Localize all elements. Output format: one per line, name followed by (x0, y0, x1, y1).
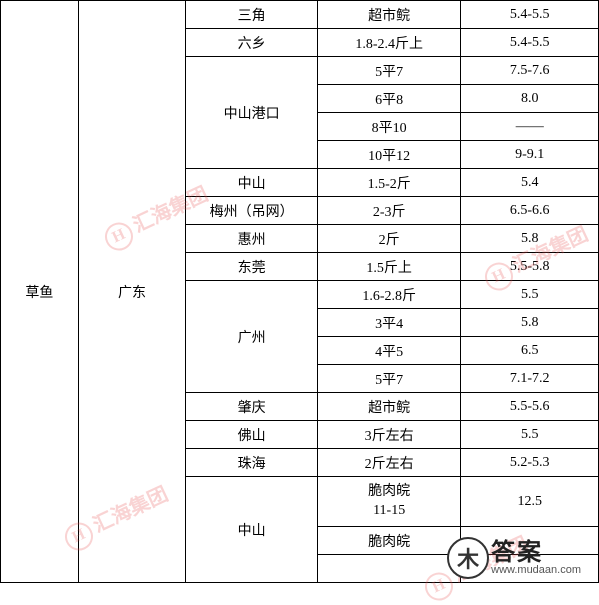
price-cell: 12.5 (461, 477, 599, 527)
province-cell: 广东 (78, 1, 186, 583)
price-cell (461, 555, 599, 583)
spec-cell: 1.6-2.8斤 (317, 281, 461, 309)
spec-cell: 3斤左右 (317, 421, 461, 449)
spec-cell: 10平12 (317, 141, 461, 169)
spec-cell: 2斤 (317, 225, 461, 253)
price-cell: 9-9.1 (461, 141, 599, 169)
price-cell: 5.4-5.5 (461, 1, 599, 29)
city-cell: 惠州 (186, 225, 318, 253)
price-cell: 5.5-5.6 (461, 393, 599, 421)
city-cell: 中山 (186, 477, 318, 583)
spec-cell: 4平5 (317, 337, 461, 365)
spec-cell: 5平7 (317, 365, 461, 393)
price-cell: 6.5 (461, 337, 599, 365)
category-cell: 草鱼 (1, 1, 79, 583)
spec-cell: 3平4 (317, 309, 461, 337)
price-cell: 5.5-5.8 (461, 253, 599, 281)
price-cell: 5.8 (461, 309, 599, 337)
price-cell: 7.5-7.6 (461, 57, 599, 85)
price-cell: 5.8 (461, 225, 599, 253)
city-cell: 肇庆 (186, 393, 318, 421)
spec-cell (317, 555, 461, 583)
city-cell: 东莞 (186, 253, 318, 281)
spec-cell: 超市鲩 (317, 1, 461, 29)
city-cell: 三角 (186, 1, 318, 29)
price-cell: 5.4 (461, 169, 599, 197)
city-cell: 佛山 (186, 421, 318, 449)
spec-cell: 2斤左右 (317, 449, 461, 477)
spec-cell: 8平10 (317, 113, 461, 141)
price-cell: 7.1-7.2 (461, 365, 599, 393)
spec-cell: 超市鲩 (317, 393, 461, 421)
city-cell: 珠海 (186, 449, 318, 477)
spec-cell: 脆肉皖 (317, 527, 461, 555)
spec-cell: 6平8 (317, 85, 461, 113)
price-cell: 5.2-5.3 (461, 449, 599, 477)
spec-cell: 1.5斤上 (317, 253, 461, 281)
price-cell (461, 527, 599, 555)
spec-cell: 5平7 (317, 57, 461, 85)
city-cell: 中山 (186, 169, 318, 197)
price-cell: 5.5 (461, 421, 599, 449)
city-cell: 广州 (186, 281, 318, 393)
table-row: 草鱼广东三角超市鲩5.4-5.5 (1, 1, 599, 29)
price-cell: 5.5 (461, 281, 599, 309)
price-table-container: 草鱼广东三角超市鲩5.4-5.5六乡1.8-2.4斤上5.4-5.5中山港口5平… (0, 0, 599, 583)
spec-cell: 脆肉皖 11-15 (317, 477, 461, 527)
price-cell: 8.0 (461, 85, 599, 113)
price-table: 草鱼广东三角超市鲩5.4-5.5六乡1.8-2.4斤上5.4-5.5中山港口5平… (0, 0, 599, 583)
city-cell: 中山港口 (186, 57, 318, 169)
city-cell: 梅州（吊网） (186, 197, 318, 225)
price-cell: 5.4-5.5 (461, 29, 599, 57)
price-cell: 6.5-6.6 (461, 197, 599, 225)
spec-cell: 2-3斤 (317, 197, 461, 225)
city-cell: 六乡 (186, 29, 318, 57)
spec-cell: 1.5-2斤 (317, 169, 461, 197)
price-cell: —— (461, 113, 599, 141)
spec-cell: 1.8-2.4斤上 (317, 29, 461, 57)
